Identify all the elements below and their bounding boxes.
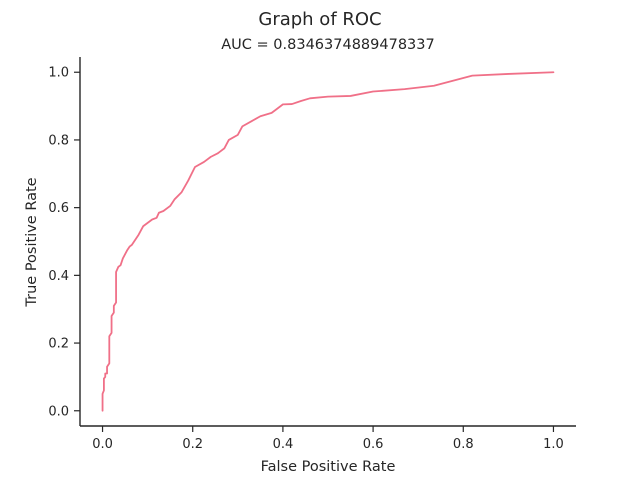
y-tick-label: 1.0 [48,66,69,81]
y-tick-label: 0.6 [48,201,69,216]
y-tick-label: 0.4 [48,269,69,284]
x-tick-label: 0.0 [92,437,113,452]
roc-curve [101,71,555,412]
plot-area: 0.0 0.2 0.4 0.6 0.8 1.0 0.0 0.2 0.4 0.6 0.8 1.0 [48,57,576,452]
y-axis-label: True Positive Rate [24,177,40,307]
y-tick-label: 0.0 [48,404,69,419]
x-tick-label: 0.8 [453,437,474,452]
x-axis-ticks: 0.0 0.2 0.4 0.6 0.8 1.0 [92,426,564,452]
chart-suptitle: Graph of ROC [258,9,381,30]
x-tick-label: 0.4 [273,437,294,452]
x-tick-label: 0.2 [182,437,203,452]
x-tick-label: 0.6 [363,437,384,452]
y-tick-label: 0.8 [48,133,69,148]
y-axis-ticks: 0.0 0.2 0.4 0.6 0.8 1.0 [48,66,80,419]
x-axis-label: False Positive Rate [261,459,396,475]
x-tick-label: 1.0 [543,437,564,452]
chart-title: AUC = 0.8346374889478337 [221,37,434,53]
y-tick-label: 0.2 [48,337,69,352]
